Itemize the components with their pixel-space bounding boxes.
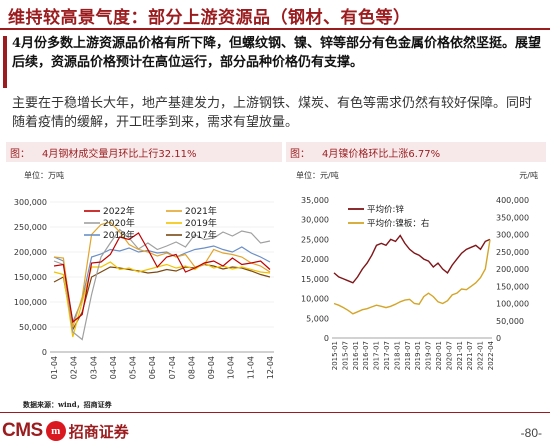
- nickel-chart-title-text: 4月镍价格环比上涨6.77%: [322, 149, 441, 160]
- y-tick-label: 150,000: [14, 273, 47, 282]
- nickel-chart-title: 图： 4月镍价格环比上涨6.77%: [290, 145, 440, 160]
- x-tick-label: 2021-07: [466, 341, 474, 370]
- steel-volume-chart: 单位：万吨 0 50,000 100,000 150,000 200,000 250,000…: [14, 170, 275, 379]
- x-tick-label: 10-04: [227, 356, 236, 379]
- logo-badge-icon: m: [45, 421, 66, 441]
- x-tick-label: 2016-07: [362, 341, 370, 370]
- x-tick-label: 2021-01: [456, 341, 464, 370]
- right-y-tick-label: 50,000: [496, 317, 524, 326]
- x-tick-label: 2015-01: [331, 341, 339, 370]
- left-y-tick-label: 35,000: [301, 196, 329, 205]
- x-tick-label: 2020-07: [445, 341, 453, 370]
- x-tick-label: 2019-01: [414, 341, 422, 370]
- left-y-tick-label: 5,000: [306, 314, 329, 323]
- legend-label: 2022年: [103, 205, 135, 217]
- series-line-2021年: [53, 221, 271, 328]
- bullet-marker: [3, 36, 7, 88]
- legend-label: 2017年: [185, 229, 217, 241]
- logo-latin: CMS: [2, 420, 43, 441]
- x-tick-label: 06-04: [148, 356, 157, 379]
- legend-label: 2020年: [103, 217, 135, 229]
- right-y-tick-label: 250,000: [496, 248, 529, 257]
- series-line-2020年: [53, 228, 271, 341]
- y-tick-label: 300,000: [14, 198, 47, 207]
- x-tick-label: 2019-07: [425, 341, 433, 370]
- explanation-paragraph: 主要在于稳增长大年，地产基建发力，上游钢铁、煤炭、有色等需求仍然有较好保障。同时…: [12, 96, 533, 130]
- steel-chart-panel: 图： 4月钢材成交量月环比上行32.11% 单位：万吨 0 50,000 100,000…: [6, 142, 282, 394]
- x-tick-label: 2017-01: [373, 341, 381, 370]
- right-y-tick-label: 350,000: [496, 213, 529, 222]
- x-tick-label: 2017-07: [383, 341, 391, 370]
- series-line-平均价:锌: [333, 234, 491, 284]
- steel-chart-title: 图： 4月钢材成交量月环比上行32.11%: [10, 145, 197, 160]
- x-tick-label: 05-04: [129, 356, 138, 379]
- legend-label: 2021年: [185, 205, 217, 217]
- x-tick-label: 12-04: [266, 356, 275, 379]
- left-y-tick-label: 30,000: [301, 216, 329, 225]
- steel-chart-title-text: 4月钢材成交量月环比上行32.11%: [42, 149, 197, 160]
- series-line-2019年: [53, 261, 271, 338]
- logo-badge-glyph: m: [51, 425, 61, 437]
- nickel-chart-area: 单位：元/吨 元/吨 0 5,000 10,000 15,000 20,000 25,000 3…: [286, 162, 546, 394]
- y-tick-label: 50,000: [19, 323, 47, 332]
- x-tick-label: 2018-07: [404, 341, 412, 370]
- legend-label: 2018年: [103, 229, 135, 241]
- right-axis-unit: 元/吨: [519, 170, 538, 180]
- left-y-tick-label: 10,000: [301, 295, 329, 304]
- x-tick-label: 2022-04: [487, 340, 495, 370]
- cms-logo: CMS m 招商证券: [2, 418, 129, 444]
- nickel-chart-panel: 图： 4月镍价格环比上涨6.77% 单位：元/吨 元/吨 0 5,000 10,000 15…: [286, 142, 546, 394]
- x-tick-label: 03-04: [89, 356, 98, 379]
- legend-label: 平均价:镍板：右: [367, 218, 429, 229]
- x-tick-label: 2016-01: [352, 341, 360, 370]
- x-tick-label: 2018-01: [393, 341, 401, 370]
- x-tick-label: 09-04: [207, 356, 216, 379]
- y-tick-label: 200,000: [14, 248, 47, 257]
- x-tick-label: 2020-01: [435, 341, 443, 370]
- x-tick-label: 2022-01: [477, 341, 485, 370]
- y-axis-unit: 单位：万吨: [24, 170, 64, 180]
- y-tick-label: 250,000: [14, 223, 47, 232]
- x-tick-label: 07-04: [168, 356, 177, 379]
- title-divider: [0, 28, 550, 30]
- legend-label: 2019年: [185, 217, 217, 229]
- steel-chart-area: 单位：万吨 0 50,000 100,000 150,000 200,000 250,000…: [6, 162, 282, 394]
- right-y-tick-label: 0: [496, 334, 501, 343]
- x-tick-label: 04-04: [109, 356, 118, 379]
- key-point-paragraph: 4月份多数上游资源品价格有所下降，但螺纹钢、镍、锌等部分有色金属价格依然坚挺。展…: [12, 36, 542, 70]
- x-tick-label: 11-04: [246, 356, 255, 379]
- footer-divider: [0, 412, 550, 413]
- right-y-tick-label: 100,000: [496, 300, 529, 309]
- nickel-price-chart: 单位：元/吨 元/吨 0 5,000 10,000 15,000 20,000 25,000 3…: [296, 170, 538, 370]
- x-tick-label: 01-04: [50, 356, 59, 379]
- series-line-2022年: [53, 232, 271, 324]
- nickel-chart-fig-label: 图：: [290, 149, 310, 160]
- x-tick-label: 02-04: [70, 356, 79, 379]
- page-title: 维持较高景气度：部分上游资源品（钢材、有色等）: [8, 8, 411, 28]
- y-tick-label: 100,000: [14, 298, 47, 307]
- right-y-tick-label: 300,000: [496, 231, 529, 240]
- right-y-tick-label: 400,000: [496, 196, 529, 205]
- series-line-2017年: [53, 263, 271, 332]
- left-y-tick-label: 0: [324, 334, 329, 343]
- x-tick-label: 08-04: [187, 356, 196, 379]
- series-line-2018年: [53, 245, 271, 325]
- right-y-tick-label: 150,000: [496, 282, 529, 291]
- left-axis-unit: 单位：元/吨: [296, 170, 339, 180]
- steel-chart-fig-label: 图：: [10, 149, 30, 160]
- series-line-平均价:镍板：右: [333, 239, 491, 315]
- right-y-tick-label: 200,000: [496, 265, 529, 274]
- legend-label: 平均价:锌: [367, 204, 404, 215]
- page-number: -80-: [520, 426, 542, 440]
- data-source: 数据来源：wind，招商证券: [23, 400, 112, 409]
- x-tick-label: 2015-07: [341, 341, 349, 370]
- y-tick-label: 0: [42, 348, 47, 357]
- left-y-tick-label: 20,000: [301, 255, 329, 264]
- left-y-tick-label: 25,000: [301, 235, 329, 244]
- logo-chinese: 招商证券: [68, 422, 129, 441]
- left-y-tick-label: 15,000: [301, 275, 329, 284]
